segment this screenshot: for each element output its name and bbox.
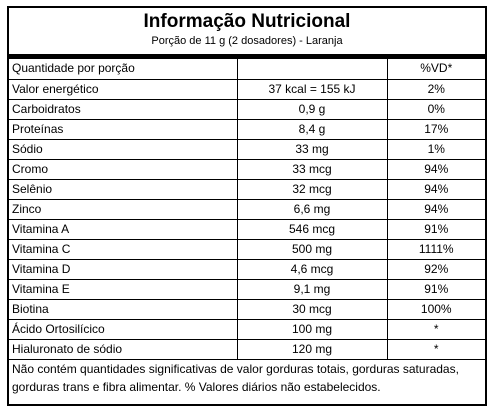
nutrition-title: Informação Nutricional [143, 11, 351, 32]
nutrient-dv-cell: * [387, 319, 485, 340]
nutrient-amount-cell: 37 kcal = 155 kJ [237, 79, 388, 100]
header-divider [9, 54, 485, 59]
table-row: Proteínas 8,4 g 17% [9, 119, 485, 140]
nutrient-amount-cell: 8,4 g [237, 119, 388, 140]
nutrient-amount-cell: 4,6 mcg [237, 259, 388, 280]
table-row: Sódio 33 mg 1% [9, 139, 485, 160]
nutrient-dv-cell: 94% [387, 179, 485, 200]
nutrient-amount-cell: 9,1 mg [237, 279, 388, 300]
nutrient-name-cell: Selênio [9, 179, 238, 200]
nutrient-name-cell: Carboidratos [9, 99, 238, 120]
nutrient-dv-cell: 100% [387, 299, 485, 320]
table-row: Hialuronato de sódio 120 mg * [9, 339, 485, 360]
nutrient-name-cell: Vitamina E [9, 279, 238, 300]
nutrient-dv-cell: 0% [387, 99, 485, 120]
nutrient-dv-cell: 94% [387, 199, 485, 220]
nutrition-table: Quantidade por porção %VD* Valor energét… [9, 59, 485, 360]
nutrient-amount-cell: 33 mcg [237, 159, 388, 180]
nutrient-dv-cell: 91% [387, 279, 485, 300]
header-dv-cell: %VD* [387, 59, 485, 80]
nutrient-name-cell: Zinco [9, 199, 238, 220]
nutrient-dv-cell: 94% [387, 159, 485, 180]
nutrient-dv-cell: 1% [387, 139, 485, 160]
nutrient-dv-cell: * [387, 339, 485, 360]
table-row: Valor energético 37 kcal = 155 kJ 2% [9, 79, 485, 100]
table-row: Biotina 30 mcg 100% [9, 299, 485, 320]
table-row: Vitamina D 4,6 mcg 92% [9, 259, 485, 280]
nutrition-facts-panel: Informação Nutricional Porção de 11 g (2… [7, 6, 487, 406]
nutrient-amount-cell: 500 mg [237, 239, 388, 260]
table-header-row: Quantidade por porção %VD* [9, 59, 485, 80]
nutrient-dv-cell: 91% [387, 219, 485, 240]
footnote: Não contém quantidades significativas de… [12, 362, 459, 394]
serving-size: Porção de 11 g (2 dosadores) - Laranja [151, 35, 343, 47]
header-label-cell: Quantidade por porção [9, 59, 238, 80]
table-row: Vitamina A 546 mcg 91% [9, 219, 485, 240]
nutrient-amount-cell: 546 mcg [237, 219, 388, 240]
nutrient-name-cell: Ácido Ortosilícico [9, 319, 238, 340]
nutrient-name-cell: Valor energético [9, 79, 238, 100]
table-row: Vitamina E 9,1 mg 91% [9, 279, 485, 300]
nutrient-dv-cell: 17% [387, 119, 485, 140]
nutrient-dv-cell: 92% [387, 259, 485, 280]
table-row: Carboidratos 0,9 g 0% [9, 99, 485, 120]
nutrient-amount-cell: 32 mcg [237, 179, 388, 200]
nutrient-name-cell: Vitamina C [9, 239, 238, 260]
nutrient-amount-cell: 33 mg [237, 139, 388, 160]
table-row: Cromo 33 mcg 94% [9, 159, 485, 180]
nutrient-name-cell: Proteínas [9, 119, 238, 140]
nutrition-header: Informação Nutricional Porção de 11 g (2… [9, 8, 485, 54]
nutrient-amount-cell: 120 mg [237, 339, 388, 360]
header-amount-cell [237, 59, 388, 80]
nutrient-amount-cell: 100 mg [237, 319, 388, 340]
table-row: Vitamina C 500 mg 1111% [9, 239, 485, 260]
nutrient-amount-cell: 0,9 g [237, 99, 388, 120]
table-row: Selênio 32 mcg 94% [9, 179, 485, 200]
nutrient-name-cell: Hialuronato de sódio [9, 339, 238, 360]
table-row: Zinco 6,6 mg 94% [9, 199, 485, 220]
nutrient-name-cell: Vitamina A [9, 219, 238, 240]
nutrient-dv-cell: 1111% [387, 239, 485, 260]
nutrient-dv-cell: 2% [387, 79, 485, 100]
nutrient-name-cell: Biotina [9, 299, 238, 320]
nutrient-name-cell: Sódio [9, 139, 238, 160]
nutrient-amount-cell: 6,6 mg [237, 199, 388, 220]
nutrient-name-cell: Cromo [9, 159, 238, 180]
nutrient-amount-cell: 30 mcg [237, 299, 388, 320]
table-row: Ácido Ortosilícico 100 mg * [9, 319, 485, 340]
nutrient-name-cell: Vitamina D [9, 259, 238, 280]
